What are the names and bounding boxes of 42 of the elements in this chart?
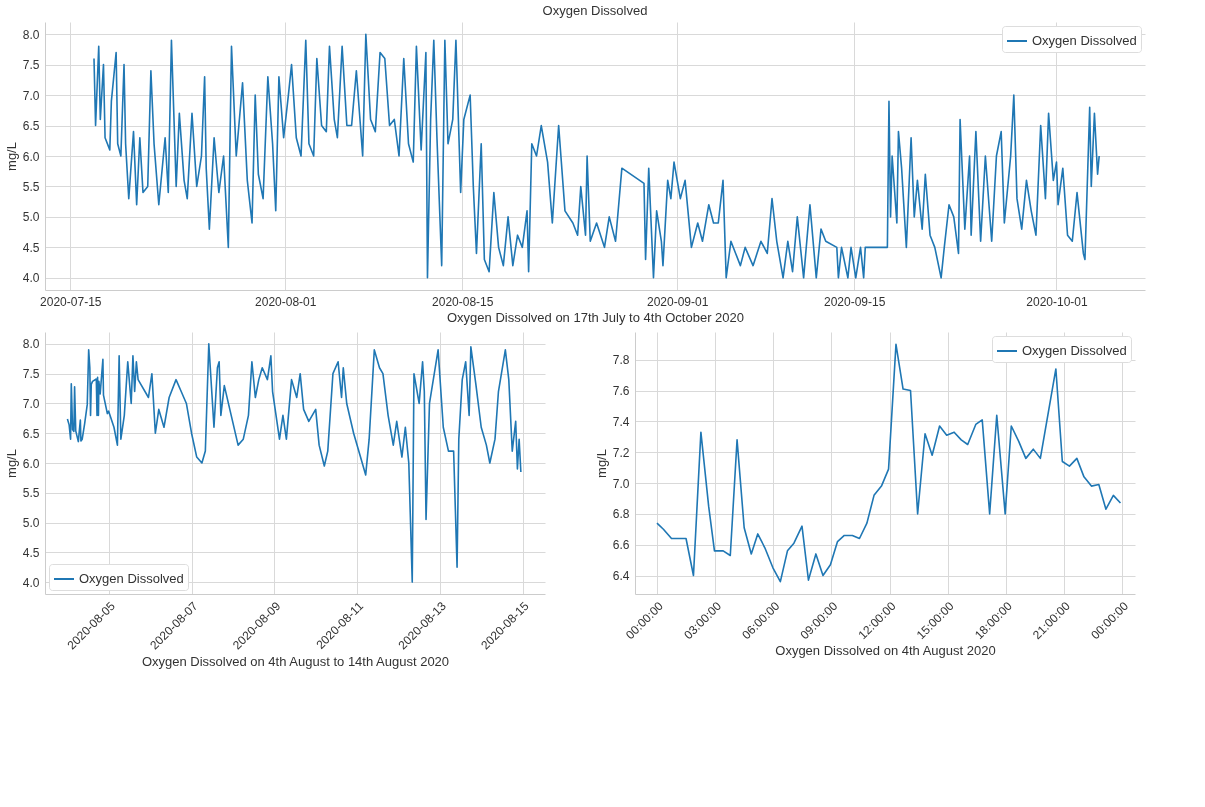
y-tick-label: 5.0 bbox=[22, 210, 40, 225]
legend-label: Oxygen Dissolved bbox=[1022, 343, 1127, 358]
y-tick-label: 5.0 bbox=[22, 516, 40, 531]
y-tick-label: 7.6 bbox=[612, 384, 630, 399]
y-tick-label: 7.0 bbox=[612, 476, 630, 491]
y-tick-label: 6.5 bbox=[22, 119, 40, 134]
y-tick-label: 7.0 bbox=[22, 88, 40, 103]
x-tick-label: 2020-08-15 bbox=[432, 294, 494, 309]
y-tick-label: 7.5 bbox=[22, 58, 40, 73]
y-tick-label: 4.0 bbox=[22, 271, 40, 286]
y-tick-label: 8.0 bbox=[22, 27, 40, 42]
y-tick-label: 6.8 bbox=[612, 507, 630, 522]
y-tick-label: 4.5 bbox=[22, 240, 40, 255]
y-tick-label: 6.6 bbox=[612, 538, 630, 553]
y-tick-label: 6.4 bbox=[612, 569, 630, 584]
chart-title: Oxygen Dissolved bbox=[542, 3, 648, 18]
y-tick-label: 5.5 bbox=[22, 179, 40, 194]
y-tick-label: 6.0 bbox=[22, 149, 40, 164]
y-tick-label: 6.0 bbox=[22, 456, 40, 471]
y-axis-title: mg/L bbox=[3, 449, 19, 478]
y-tick-label: 7.2 bbox=[612, 445, 630, 460]
y-tick-label: 7.4 bbox=[612, 414, 630, 429]
y-tick-label: 4.0 bbox=[22, 575, 40, 590]
y-axis-title: mg/L bbox=[593, 449, 609, 478]
y-tick-label: 7.0 bbox=[22, 396, 40, 411]
legend-label: Oxygen Dissolved bbox=[79, 571, 184, 586]
x-axis-title: Oxygen Dissolved on 4th August to 14th August 2020 bbox=[141, 653, 450, 669]
x-tick-label: 2020-10-01 bbox=[1026, 294, 1089, 309]
legend-label: Oxygen Dissolved bbox=[1032, 33, 1137, 48]
y-axis-title: mg/L bbox=[3, 142, 19, 171]
x-tick-label: 2020-09-01 bbox=[646, 294, 709, 309]
y-tick-label: 6.5 bbox=[22, 426, 40, 441]
y-tick-label: 7.5 bbox=[22, 367, 40, 382]
x-tick-label: 2020-08-01 bbox=[255, 294, 317, 309]
y-tick-label: 7.8 bbox=[612, 353, 630, 368]
y-tick-label: 4.5 bbox=[22, 545, 40, 560]
x-axis-title: Oxygen Dissolved on 4th August 2020 bbox=[775, 643, 996, 659]
y-tick-label: 5.5 bbox=[22, 486, 40, 501]
y-tick-label: 8.0 bbox=[22, 337, 40, 352]
x-axis-title: Oxygen Dissolved on 17th July to 4th October 2020 bbox=[446, 309, 745, 325]
x-tick-label: 2020-09-15 bbox=[824, 294, 886, 309]
x-tick-label: 2020-07-15 bbox=[40, 294, 102, 309]
